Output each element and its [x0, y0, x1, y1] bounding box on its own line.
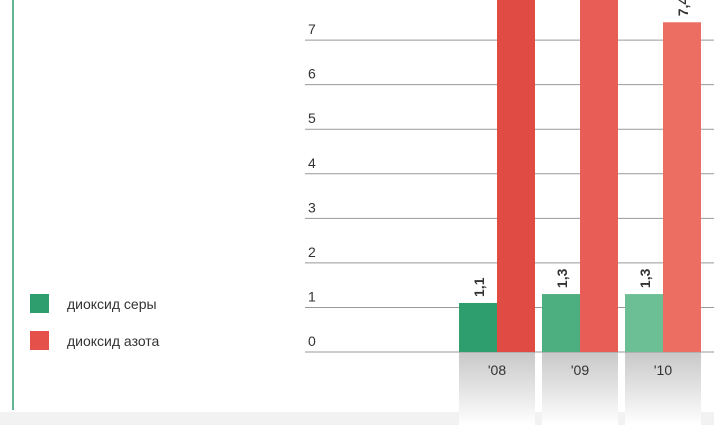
value-label: 1,1 — [471, 277, 487, 297]
y-tick-label: 7 — [308, 21, 316, 37]
value-label: 1,3 — [637, 268, 653, 288]
y-tick-label: 3 — [308, 199, 316, 215]
legend-swatch — [30, 331, 49, 350]
bar — [542, 294, 580, 352]
legend-label: диоксид азота — [67, 333, 160, 349]
value-label: 7,4 — [675, 0, 691, 16]
category-box — [625, 352, 701, 425]
value-label: 1,3 — [554, 268, 570, 288]
bar — [497, 0, 535, 353]
category-box — [542, 352, 618, 425]
legend-label: диоксид серы — [67, 296, 157, 312]
bottom-strip — [0, 412, 714, 425]
y-tick-label: 6 — [308, 66, 316, 82]
legend-swatch — [30, 294, 49, 313]
x-tick-label: '08 — [488, 362, 506, 378]
x-tick-label: '09 — [571, 362, 589, 378]
bars: 1,18,61,38,41,37,4 — [459, 0, 701, 353]
category-box — [459, 352, 535, 425]
bar — [580, 0, 618, 352]
y-tick-label: 5 — [308, 110, 316, 126]
x-tick-label: '10 — [654, 362, 672, 378]
bar — [625, 294, 663, 352]
y-tick-label: 2 — [308, 244, 316, 260]
bar — [459, 302, 497, 352]
bar — [663, 22, 701, 353]
y-tick-label: 4 — [308, 155, 316, 171]
y-tick-label: 0 — [308, 333, 316, 349]
y-tick-label: 1 — [308, 288, 316, 304]
